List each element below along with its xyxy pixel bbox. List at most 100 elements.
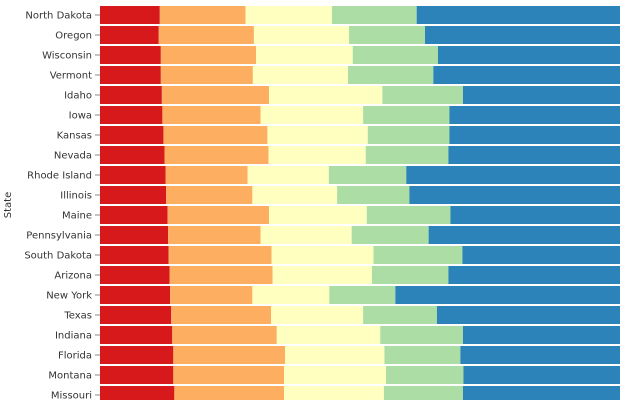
bar-segment-3 (253, 26, 350, 44)
bar-segment-4 (365, 146, 449, 164)
bar-segment-3 (247, 166, 329, 184)
bar-segment-2 (159, 6, 246, 24)
bar-segment-3 (285, 346, 385, 364)
y-tick-label: Arizona (54, 271, 92, 282)
bar-segment-3 (260, 106, 364, 124)
bar-segment-4 (363, 306, 437, 324)
bar-segment-1 (100, 126, 164, 144)
tick-labels-group: North Dakota Oregon Wisconsin Vermont Idaho I… (24, 11, 100, 400)
bar-segment-2 (169, 266, 273, 284)
bar-segment-5 (448, 146, 620, 164)
bar-segment-3 (271, 306, 364, 324)
bar-segment-1 (100, 266, 170, 284)
bar-segment-1 (100, 166, 166, 184)
bar-segment-4 (373, 246, 463, 264)
bar-segment-2 (168, 226, 261, 244)
bar-segment-3 (245, 6, 332, 24)
y-tick-label: Montana (48, 371, 92, 382)
bar-segment-3 (276, 326, 381, 344)
bar-segment-3 (268, 146, 366, 164)
bar-segment-4 (384, 346, 461, 364)
bar-segment-4 (351, 226, 429, 244)
y-tick-label: South Dakota (24, 251, 92, 262)
y-tick-label: Idaho (64, 91, 92, 102)
y-tick-label: Rhode Island (27, 171, 92, 182)
bar-segment-1 (100, 146, 165, 164)
y-tick-label: Indiana (55, 331, 92, 342)
y-tick-label: Maine (62, 211, 92, 222)
bar-segment-2 (160, 46, 256, 64)
bar-segment-1 (100, 286, 171, 304)
bar-segment-5 (433, 66, 620, 84)
bar-segment-2 (162, 106, 261, 124)
bars-group (100, 6, 620, 400)
bar-segment-1 (100, 366, 174, 384)
bar-segment-2 (167, 206, 269, 224)
bar-segment-3 (271, 246, 374, 264)
y-tick-label: Missouri (51, 391, 92, 400)
y-tick-label: North Dakota (25, 11, 92, 22)
bar-segment-5 (416, 6, 620, 24)
bar-segment-5 (449, 106, 620, 124)
bar-segment-3 (260, 226, 352, 244)
bar-segment-1 (100, 246, 169, 264)
bar-segment-4 (383, 386, 463, 400)
bar-segment-4 (328, 166, 407, 184)
bar-segment-5 (395, 286, 620, 304)
bar-segment-5 (448, 266, 620, 284)
bar-segment-1 (100, 106, 163, 124)
bar-segment-4 (380, 326, 463, 344)
bar-segment-4 (348, 66, 434, 84)
y-tick-label: Kansas (57, 131, 92, 142)
bar-segment-2 (166, 186, 253, 204)
y-tick-label: Illinois (60, 191, 92, 202)
bar-segment-5 (460, 346, 620, 364)
bar-segment-2 (173, 366, 285, 384)
y-tick-label: Nevada (54, 151, 92, 162)
bar-segment-1 (100, 26, 159, 44)
bar-segment-4 (382, 86, 463, 104)
bar-segment-1 (100, 386, 175, 400)
bar-segment-4 (337, 186, 410, 204)
bar-segment-5 (462, 326, 620, 344)
bar-segment-3 (252, 186, 338, 204)
bar-segment-4 (366, 206, 451, 224)
bar-segment-5 (462, 246, 620, 264)
bar-segment-2 (168, 246, 272, 264)
bar-segment-5 (409, 186, 620, 204)
y-tick-label: Vermont (50, 71, 92, 82)
bar-segment-1 (100, 86, 162, 104)
bar-segment-2 (158, 26, 254, 44)
bar-segment-1 (100, 326, 173, 344)
bar-segment-5 (450, 206, 620, 224)
y-axis-title: State (3, 192, 14, 218)
bar-segment-5 (428, 226, 620, 244)
bar-segment-3 (269, 86, 383, 104)
bar-segment-1 (100, 206, 168, 224)
bar-segment-2 (160, 66, 253, 84)
bar-segment-5 (406, 166, 620, 184)
bar-segment-1 (100, 6, 160, 24)
bar-segment-3 (284, 386, 384, 400)
bar-segment-2 (161, 86, 269, 104)
y-tick-label: Iowa (69, 111, 92, 122)
bar-segment-1 (100, 66, 161, 84)
bar-segment-2 (172, 326, 277, 344)
bar-segment-4 (386, 366, 464, 384)
bar-segment-1 (100, 226, 169, 244)
bar-segment-5 (462, 386, 620, 400)
bar-segment-5 (438, 46, 620, 64)
bar-segment-4 (367, 126, 450, 144)
bar-segment-3 (252, 66, 349, 84)
bar-segment-3 (267, 126, 368, 144)
bar-segment-4 (329, 286, 396, 304)
y-tick-label: Texas (63, 311, 92, 322)
bar-segment-2 (173, 346, 286, 364)
bar-segment-3 (272, 266, 372, 284)
bar-segment-4 (363, 106, 450, 124)
y-tick-label: Florida (58, 351, 92, 362)
bar-segment-4 (331, 6, 417, 24)
bar-segment-2 (170, 286, 253, 304)
bar-segment-2 (171, 306, 272, 324)
